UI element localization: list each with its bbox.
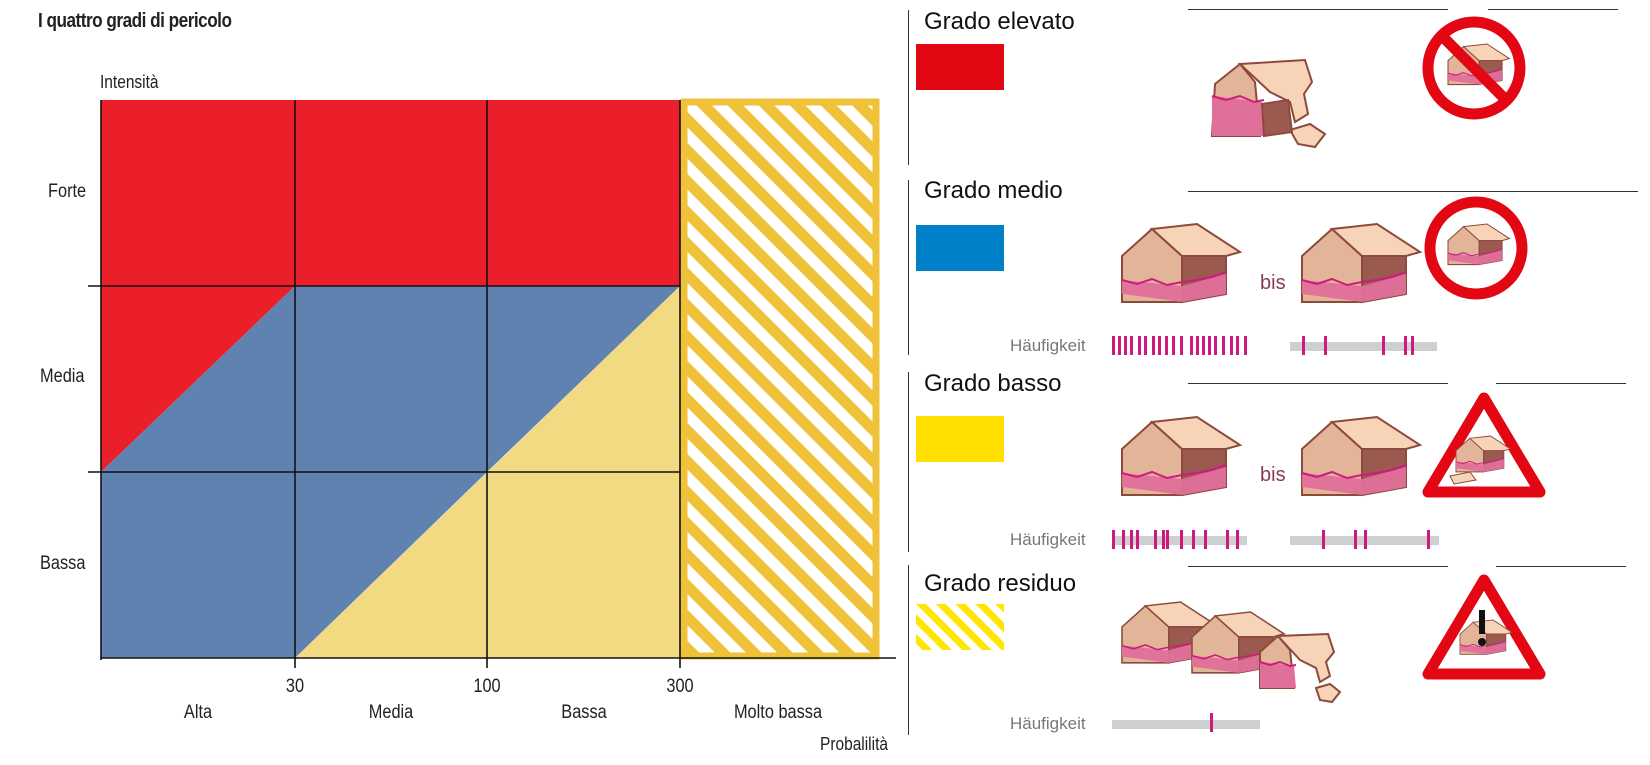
separator (1496, 566, 1626, 567)
x-category-alta: Alta (183, 702, 213, 723)
house-damaged-icon (1301, 223, 1421, 303)
swatch-residuo (916, 604, 1004, 650)
frequency-label: Häufigkeit (1010, 336, 1086, 355)
region-residuo (680, 98, 880, 660)
x-category-media: Media (368, 702, 414, 723)
separator (1188, 383, 1448, 384)
warning-sign-icon (1422, 392, 1546, 498)
frequency-label: Häufigkeit (1010, 530, 1086, 549)
separator (1508, 191, 1638, 192)
y-axis-title: Intensità (100, 72, 159, 92)
level-title-medio: Grado medio (924, 177, 1063, 204)
bis-label: bis (1260, 272, 1286, 294)
y-label-forte: Forte (48, 181, 87, 202)
prohibition-sign-icon (1422, 16, 1526, 120)
swatch-medio (916, 225, 1004, 271)
separator (908, 180, 909, 355)
x-axis-title: Probalilità (820, 734, 888, 754)
level-title-residuo: Grado residuo (924, 570, 1077, 597)
frequency-bar (1112, 720, 1260, 729)
level-title-elevato: Grado elevato (924, 8, 1075, 35)
diagram-title: I quattro gradi di pericolo (38, 10, 232, 32)
hazard-levels-legend: Grado elevato Grado medio bis Häufigkeit… (908, 0, 1650, 765)
separator (908, 565, 909, 735)
x-category-molto-bassa: Molto bassa (733, 702, 823, 723)
hazard-matrix-diagram: I quattro gradi di pericolo Intensità (38, 10, 896, 754)
prohibition-ring-sign-icon (1424, 196, 1528, 300)
x-tick-30: 30 (285, 676, 305, 697)
separator (1188, 566, 1448, 567)
y-label-media: Media (40, 366, 85, 387)
separator (908, 10, 909, 165)
matrix-svg (88, 98, 896, 668)
destroyed-house-icon (1210, 58, 1327, 149)
separator (908, 372, 909, 552)
level-title-basso: Grado basso (924, 370, 1062, 397)
house-damaged-icon (1301, 416, 1421, 496)
separator (1188, 9, 1448, 10)
house-damaged-icon (1121, 416, 1241, 496)
x-tick-300: 300 (666, 676, 694, 697)
swatch-basso (916, 416, 1004, 462)
frequency-label: Häufigkeit (1010, 714, 1086, 733)
separator (1496, 383, 1626, 384)
swatch-elevato (916, 44, 1004, 90)
frequency-bar (1112, 536, 1247, 545)
separator (1488, 9, 1618, 10)
bis-label: bis (1260, 464, 1286, 486)
separator (1188, 191, 1508, 192)
x-category-bassa: Bassa (561, 702, 607, 723)
house-damaged-icon (1121, 223, 1241, 303)
houses-row-icon (1121, 601, 1342, 704)
warning-exclamation-sign-icon (1422, 574, 1546, 680)
frequency-tick (1210, 713, 1213, 732)
frequency-bar (1290, 342, 1437, 351)
x-tick-100: 100 (473, 676, 501, 697)
y-label-bassa: Bassa (40, 553, 86, 574)
